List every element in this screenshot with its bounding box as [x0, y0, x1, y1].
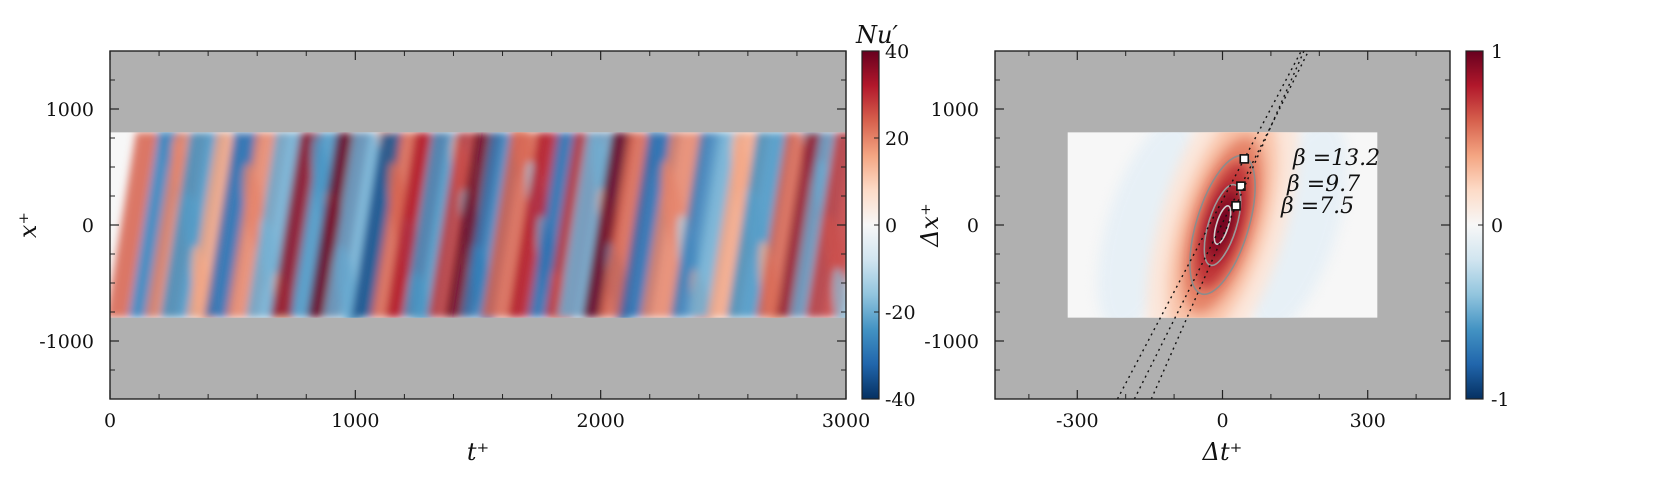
- y-tick-label: -1000: [924, 331, 979, 353]
- y-tick-label: -1000: [39, 331, 94, 353]
- beta-marker: [1236, 181, 1246, 191]
- panel-a-ticks: 0 1000 2000 3000 1000 0 -1000: [39, 51, 870, 432]
- colorbar-tick-label: -1: [1491, 389, 1510, 411]
- y-tick-label: 0: [967, 215, 979, 237]
- beta-label: β =7.5: [1280, 194, 1354, 219]
- heatmap-streak: [582, 132, 635, 318]
- y-tick-label: 0: [82, 215, 94, 237]
- panel-b-ylabel: Δx⁺: [916, 203, 944, 248]
- colorbar-tick-label: 40: [885, 41, 909, 63]
- panel-a-ylabel: x⁺: [14, 212, 42, 238]
- panel-b-xlabel: Δt⁺: [1202, 438, 1243, 466]
- colorbar-tick-label: -20: [885, 302, 916, 324]
- heatmap-streak: [270, 132, 323, 318]
- beta-label: β =9.7: [1286, 172, 1360, 197]
- x-tick-label: 1000: [331, 410, 379, 432]
- panel-b-beta-lines: β =13.2β =9.7β =7.5: [1116, 50, 1380, 400]
- x-tick-label: 0: [104, 410, 116, 432]
- panel-b-ticks: -300 0 300 1000 0 -1000: [924, 51, 1450, 432]
- heatmap-streak: [508, 132, 561, 318]
- y-tick-label: 1000: [931, 99, 979, 121]
- colorbar-tick-label: 20: [885, 128, 909, 150]
- beta-label: β =13.2: [1292, 146, 1380, 171]
- side-lobe: [1097, 132, 1198, 318]
- correlation-contour: [1203, 183, 1242, 267]
- x-tick-label: 0: [1216, 410, 1228, 432]
- beta-marker: [1239, 154, 1250, 164]
- colorbar-tick-label: 0: [1491, 215, 1503, 237]
- heatmap-streak: [110, 132, 159, 318]
- x-tick-label: 2000: [576, 410, 624, 432]
- colorbar-tick-label: 0: [885, 215, 897, 237]
- beta-marker: [1231, 201, 1241, 211]
- heatmap-streak: [756, 132, 809, 318]
- x-tick-label: -300: [1056, 410, 1099, 432]
- x-tick-label: 3000: [822, 410, 870, 432]
- panel-a-xlabel: t⁺: [467, 438, 489, 466]
- heatmap-streak: [640, 132, 708, 318]
- heatmap-streak: [427, 132, 480, 318]
- colorbar-tick-label: 1: [1491, 41, 1503, 63]
- heatmap-streak: [670, 132, 723, 318]
- beta-line: [1133, 50, 1310, 400]
- panel-a: 0 1000 2000 3000 1000 0 -1000 t⁺ x⁺ Nu′ 40 20 0 -…: [14, 21, 916, 466]
- y-tick-label: 1000: [46, 99, 94, 121]
- panel-b-colorbar-ticks: 1 0 -1: [1478, 41, 1510, 411]
- panel-a-streaks: [110, 132, 846, 318]
- panel-a-colorbar-label: Nu′: [855, 21, 898, 49]
- panel-b: β =13.2β =9.7β =7.5 -300 0 300 1000 0 -1000 Δ…: [916, 41, 1510, 466]
- panel-a-colorbar-ticks: 40 20 0 -20 -40: [874, 41, 916, 411]
- side-lobe: [1247, 132, 1348, 318]
- heatmap-streak: [187, 132, 240, 318]
- colorbar-tick-label: -40: [885, 389, 916, 411]
- correlation-contour: [1213, 204, 1232, 246]
- x-tick-label: 300: [1350, 410, 1386, 432]
- heatmap-blob: [832, 268, 846, 318]
- heatmap-streak: [726, 132, 794, 318]
